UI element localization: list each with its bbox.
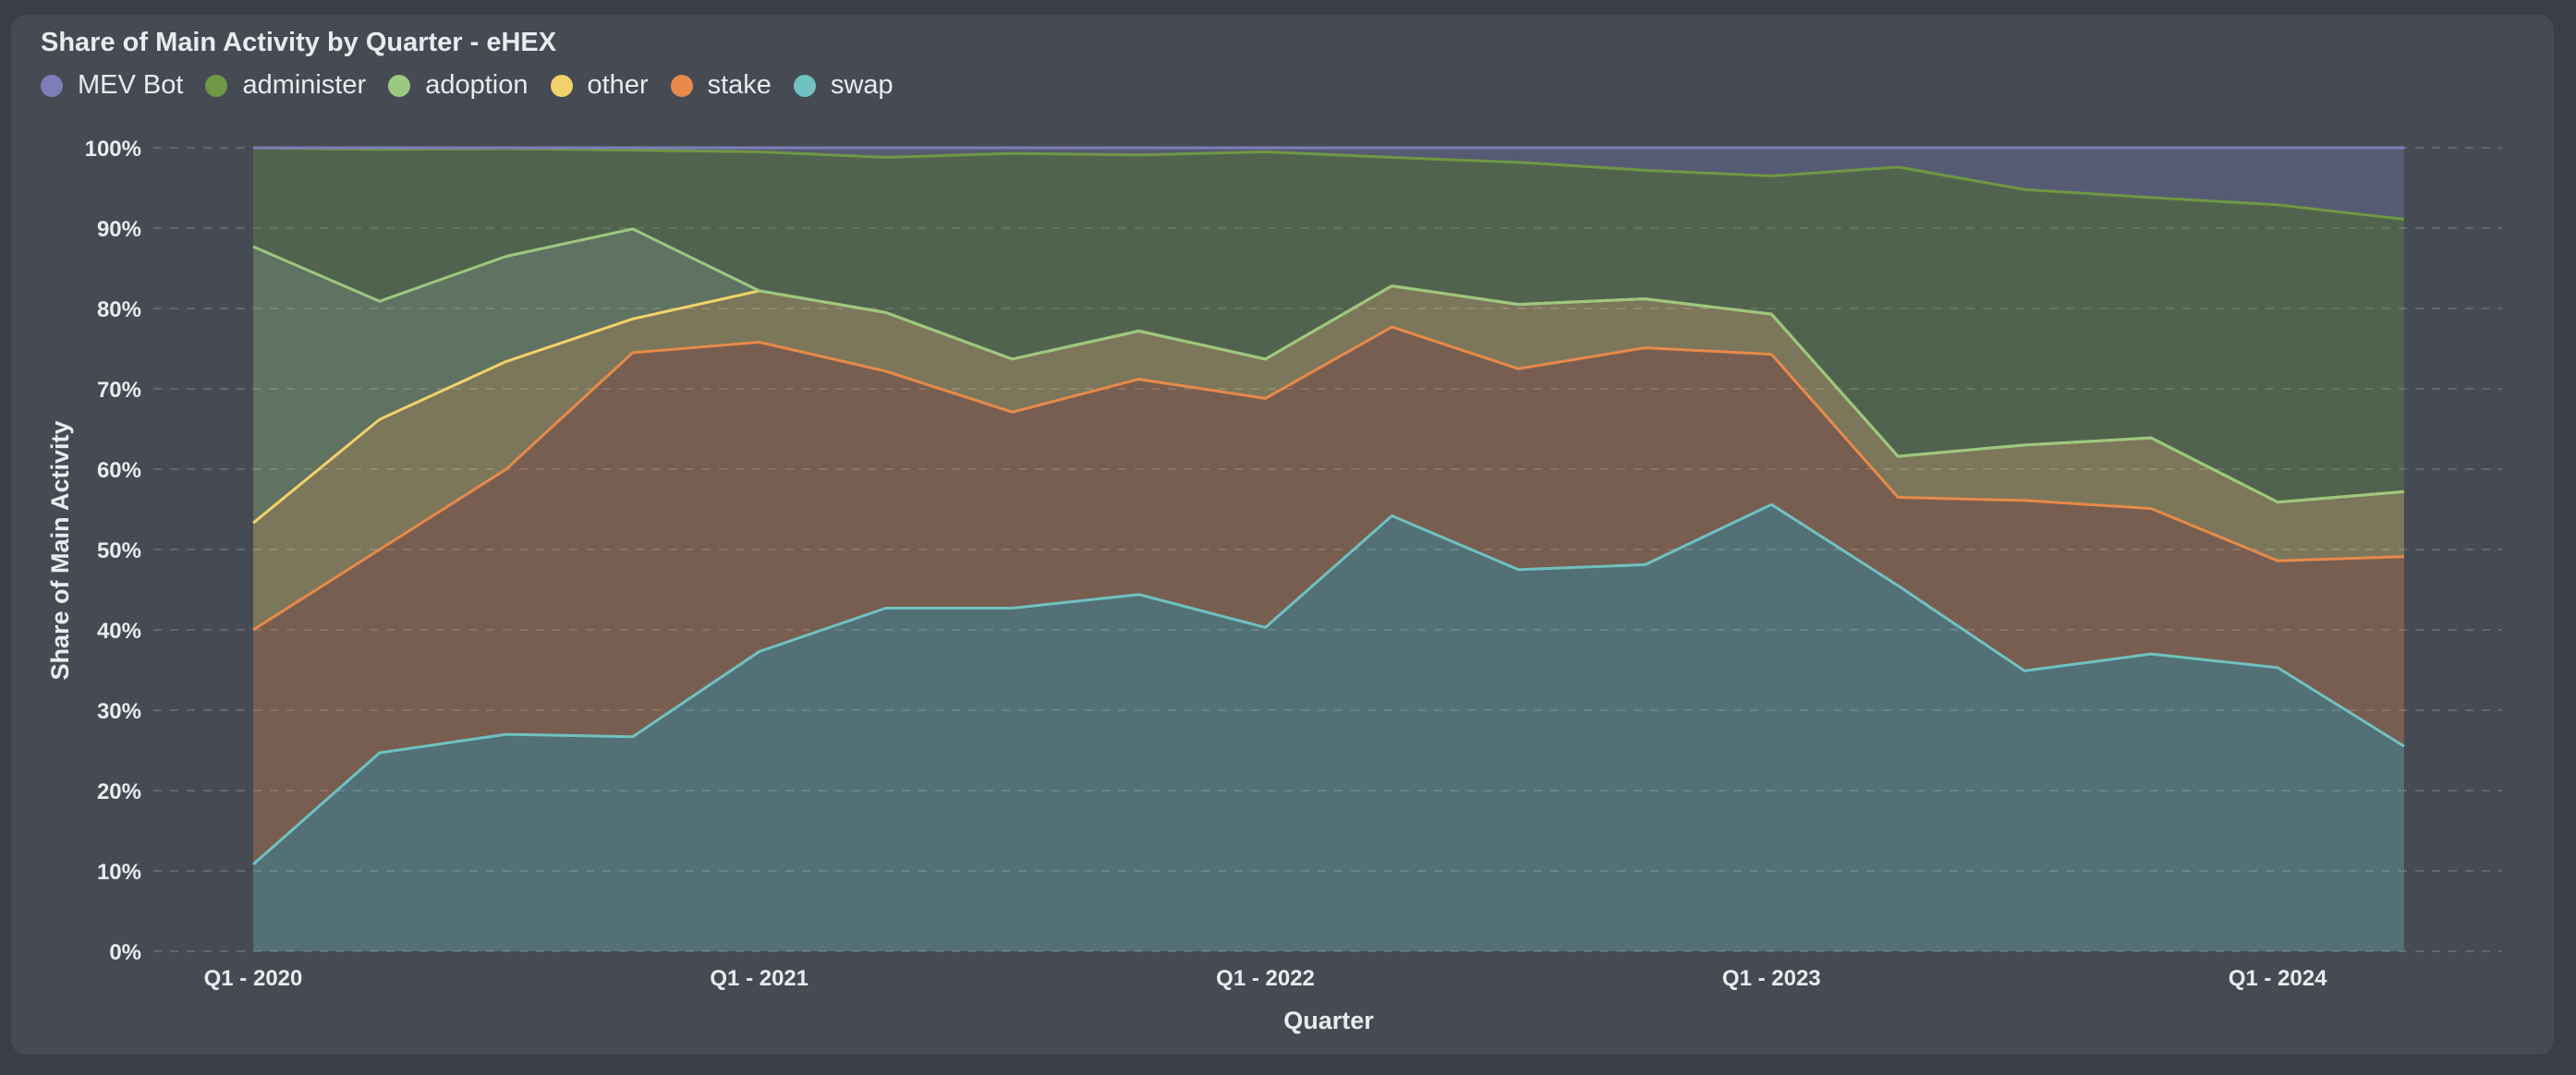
legend-item-swap[interactable]: swap: [793, 70, 893, 101]
x-tick-label: Q1 - 2023: [1722, 966, 1821, 991]
legend-label: swap: [830, 70, 893, 100]
legend-label: adoption: [425, 70, 529, 100]
legend-swatch: [670, 74, 693, 97]
area-layer: [253, 148, 2404, 951]
y-tick-label: 20%: [97, 779, 141, 804]
legend-label: administer: [242, 70, 367, 100]
line-administer[interactable]: [252, 146, 2405, 221]
y-tick-label: 70%: [97, 378, 141, 403]
legend-label: stake: [707, 70, 772, 100]
legend-swatch: [205, 74, 228, 97]
y-tick-label: 10%: [97, 860, 141, 885]
line-swap[interactable]: [252, 502, 2405, 866]
y-tick-label: 30%: [97, 699, 141, 724]
area-other[interactable]: [253, 285, 2404, 630]
chart-title: Share of Main Activity by Quarter - eHEX: [41, 28, 557, 57]
legend: MEV Bot administer adoption other stake swap: [41, 70, 916, 101]
area-swap[interactable]: [253, 504, 2404, 951]
legend-label: other: [587, 70, 649, 100]
x-tick-label: Q1 - 2020: [204, 966, 303, 991]
y-axis-label: Share of Main Activity: [46, 420, 74, 680]
line-adoption[interactable]: [252, 227, 2405, 504]
legend-item-administer[interactable]: administer: [205, 70, 366, 101]
chart-card: Share of Main Activity by Quarter - eHEX…: [11, 15, 2554, 1055]
line-stake[interactable]: [252, 325, 2405, 632]
legend-swatch: [793, 74, 816, 97]
y-tick-label: 0%: [109, 940, 141, 965]
y-axis-ticks: 0% 10% 20% 30% 40% 50% 60% 70% 80% 90% 100%: [85, 137, 141, 965]
y-tick-label: 50%: [97, 538, 141, 563]
legend-swatch: [388, 74, 411, 97]
area-stake[interactable]: [253, 327, 2404, 864]
legend-item-mev-bot[interactable]: MEV Bot: [41, 70, 183, 101]
legend-swatch: [41, 74, 63, 97]
y-tick-label: 40%: [97, 619, 141, 644]
line-layer: [252, 146, 2405, 866]
x-axis-label: Quarter: [1283, 1007, 1374, 1034]
legend-item-other[interactable]: other: [550, 70, 649, 101]
x-axis-ticks: Q1 - 2020 Q1 - 2021 Q1 - 2022 Q1 - 2023 Q1 -…: [204, 966, 2327, 991]
legend-swatch: [550, 74, 573, 97]
y-tick-label: 90%: [97, 217, 141, 242]
area-mev-bot[interactable]: [253, 148, 2404, 220]
y-tick-label: 100%: [85, 137, 141, 162]
x-tick-label: Q1 - 2022: [1216, 966, 1315, 991]
legend-item-adoption[interactable]: adoption: [388, 70, 529, 101]
area-administer[interactable]: [253, 148, 2404, 502]
x-tick-label: Q1 - 2021: [710, 966, 808, 991]
legend-label: MEV Bot: [78, 70, 184, 100]
y-tick-label: 60%: [97, 458, 141, 483]
x-tick-label: Q1 - 2024: [2229, 966, 2327, 991]
legend-item-stake[interactable]: stake: [670, 70, 772, 101]
y-tick-label: 80%: [97, 297, 141, 322]
